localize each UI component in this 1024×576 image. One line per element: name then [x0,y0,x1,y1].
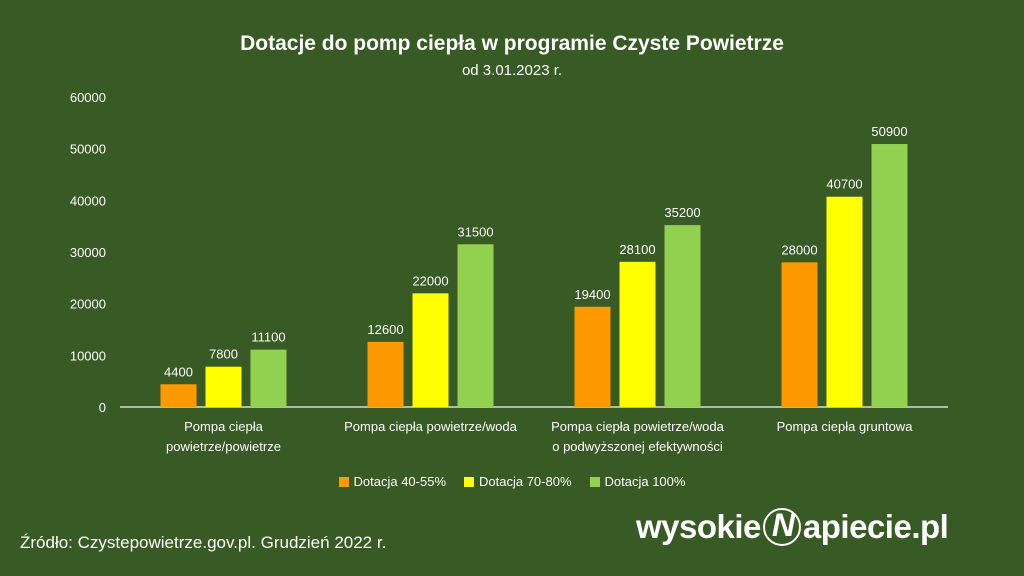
chart-title: Dotacje do pomp ciepła w programie Czyst… [240,32,784,55]
data-label: 35200 [664,205,700,220]
legend-item-3: Dotacja 100% [589,474,686,489]
chart-subtitle: od 3.01.2023 r. [461,62,563,79]
bar [619,261,656,407]
legend-label: Dotacja 70-80% [479,474,572,489]
legend: Dotacja 40-55% Dotacja 70-80% Dotacja 10… [0,474,1024,489]
bar [412,293,449,407]
y-tick-label: 60000 [70,90,106,105]
x-tick-label: powietrze/powietrze [166,439,281,454]
lightning-logo-icon: N [762,507,801,546]
x-tick-label: Pompa ciepła powietrze/woda [551,419,724,434]
bar [871,144,908,407]
x-tick-label: Pompa ciepła [184,419,264,434]
source-note: Źródło: Czystepowietrze.gov.pl. Grudzień… [20,533,387,552]
logo-text-left: wysokie [636,508,761,545]
x-tick-label: o podwyższonej efektywności [552,439,723,454]
legend-label: Dotacja 100% [604,474,686,489]
logo-text-right: apiecie.pl [802,508,949,545]
data-label: 11100 [251,330,285,345]
bar [367,341,404,407]
y-tick-label: 10000 [70,348,106,363]
legend-swatch [589,476,600,487]
data-label: 28000 [781,242,817,257]
data-label: 4400 [164,364,193,379]
bar [250,349,287,407]
y-tick-label: 50000 [70,142,106,157]
legend-item-1: Dotacja 40-55% [338,474,447,489]
legend-swatch [464,476,475,487]
data-label: 50900 [871,124,907,139]
bar [457,244,494,407]
data-label: 19400 [574,287,610,302]
y-tick-label: 0 [99,400,106,415]
y-tick-label: 30000 [70,245,106,260]
bar [160,384,197,407]
y-tick-label: 20000 [70,297,106,312]
logo: wysokie N apiecie.pl [636,507,949,546]
y-tick-label: 40000 [70,193,106,208]
data-label: 7800 [209,347,238,362]
bar [574,306,611,407]
legend-label: Dotacja 40-55% [353,474,447,489]
data-label: 28100 [619,242,655,257]
bar [781,262,818,407]
logo-mark-letter: N [771,507,795,543]
x-tick-label: Pompa ciepła gruntowa [777,419,914,434]
legend-swatch [338,476,349,487]
bar [826,196,863,407]
bar [205,366,242,407]
data-label: 40700 [826,177,862,192]
legend-item-2: Dotacja 70-80% [464,474,572,489]
data-label: 22000 [412,273,448,288]
data-label: 31500 [457,224,493,239]
x-tick-label: Pompa ciepła powietrze/woda [344,419,517,434]
data-label: 12600 [367,322,403,337]
bar [664,225,701,407]
